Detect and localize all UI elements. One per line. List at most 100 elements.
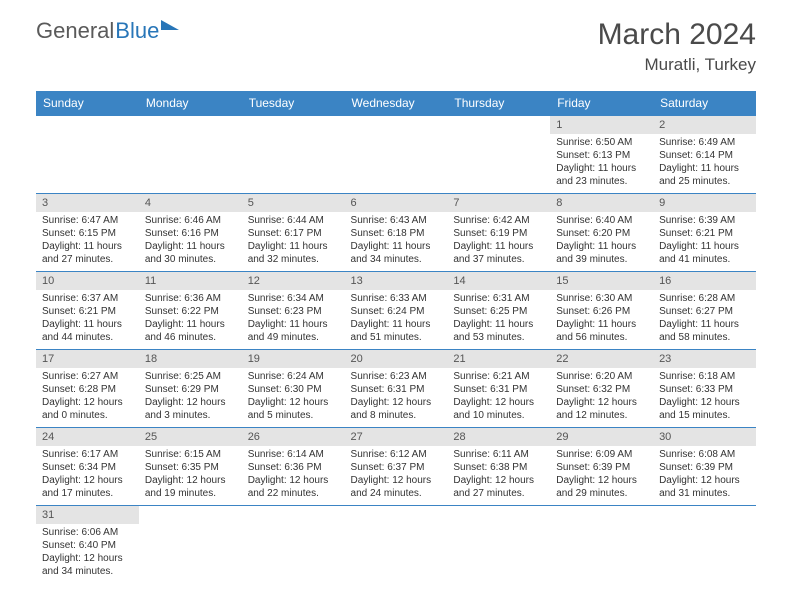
sunrise-text: Sunrise: 6:39 AM <box>659 214 750 227</box>
calendar-cell: 29Sunrise: 6:09 AMSunset: 6:39 PMDayligh… <box>550 428 653 506</box>
daylight-text: Daylight: 12 hours and 19 minutes. <box>145 474 236 500</box>
day-number: 7 <box>447 194 550 212</box>
sunset-text: Sunset: 6:21 PM <box>659 227 750 240</box>
day-number: 25 <box>139 428 242 446</box>
day-number <box>345 116 448 120</box>
sunset-text: Sunset: 6:18 PM <box>351 227 442 240</box>
day-number: 8 <box>550 194 653 212</box>
day-header: Tuesday <box>242 91 345 116</box>
sunrise-text: Sunrise: 6:12 AM <box>351 448 442 461</box>
day-number <box>447 116 550 120</box>
calendar-week: 31Sunrise: 6:06 AMSunset: 6:40 PMDayligh… <box>36 506 756 584</box>
sunrise-text: Sunrise: 6:08 AM <box>659 448 750 461</box>
day-number: 12 <box>242 272 345 290</box>
day-body: Sunrise: 6:33 AMSunset: 6:24 PMDaylight:… <box>345 290 448 348</box>
sunset-text: Sunset: 6:24 PM <box>351 305 442 318</box>
sunrise-text: Sunrise: 6:37 AM <box>42 292 133 305</box>
sunset-text: Sunset: 6:33 PM <box>659 383 750 396</box>
sunrise-text: Sunrise: 6:49 AM <box>659 136 750 149</box>
day-body: Sunrise: 6:17 AMSunset: 6:34 PMDaylight:… <box>36 446 139 504</box>
day-body: Sunrise: 6:34 AMSunset: 6:23 PMDaylight:… <box>242 290 345 348</box>
day-number: 18 <box>139 350 242 368</box>
sunset-text: Sunset: 6:21 PM <box>42 305 133 318</box>
sunrise-text: Sunrise: 6:36 AM <box>145 292 236 305</box>
day-number: 10 <box>36 272 139 290</box>
day-number: 21 <box>447 350 550 368</box>
sunset-text: Sunset: 6:36 PM <box>248 461 339 474</box>
day-number: 9 <box>653 194 756 212</box>
calendar-week: 3Sunrise: 6:47 AMSunset: 6:15 PMDaylight… <box>36 194 756 272</box>
sunrise-text: Sunrise: 6:11 AM <box>453 448 544 461</box>
calendar-cell: 22Sunrise: 6:20 AMSunset: 6:32 PMDayligh… <box>550 350 653 428</box>
calendar-cell <box>242 116 345 194</box>
calendar-cell: 21Sunrise: 6:21 AMSunset: 6:31 PMDayligh… <box>447 350 550 428</box>
day-body: Sunrise: 6:08 AMSunset: 6:39 PMDaylight:… <box>653 446 756 504</box>
calendar-cell: 19Sunrise: 6:24 AMSunset: 6:30 PMDayligh… <box>242 350 345 428</box>
day-body: Sunrise: 6:18 AMSunset: 6:33 PMDaylight:… <box>653 368 756 426</box>
day-header: Friday <box>550 91 653 116</box>
day-body: Sunrise: 6:14 AMSunset: 6:36 PMDaylight:… <box>242 446 345 504</box>
sunset-text: Sunset: 6:20 PM <box>556 227 647 240</box>
day-number: 23 <box>653 350 756 368</box>
sunrise-text: Sunrise: 6:28 AM <box>659 292 750 305</box>
sunset-text: Sunset: 6:38 PM <box>453 461 544 474</box>
day-number: 6 <box>345 194 448 212</box>
calendar-cell <box>242 506 345 584</box>
sunset-text: Sunset: 6:26 PM <box>556 305 647 318</box>
calendar-cell: 20Sunrise: 6:23 AMSunset: 6:31 PMDayligh… <box>345 350 448 428</box>
day-body: Sunrise: 6:43 AMSunset: 6:18 PMDaylight:… <box>345 212 448 270</box>
day-number: 20 <box>345 350 448 368</box>
daylight-text: Daylight: 11 hours and 39 minutes. <box>556 240 647 266</box>
daylight-text: Daylight: 12 hours and 27 minutes. <box>453 474 544 500</box>
location-label: Muratli, Turkey <box>598 55 756 75</box>
calendar-cell: 28Sunrise: 6:11 AMSunset: 6:38 PMDayligh… <box>447 428 550 506</box>
day-body: Sunrise: 6:42 AMSunset: 6:19 PMDaylight:… <box>447 212 550 270</box>
sunset-text: Sunset: 6:16 PM <box>145 227 236 240</box>
day-number: 27 <box>345 428 448 446</box>
sunrise-text: Sunrise: 6:46 AM <box>145 214 236 227</box>
day-body: Sunrise: 6:50 AMSunset: 6:13 PMDaylight:… <box>550 134 653 192</box>
daylight-text: Daylight: 12 hours and 17 minutes. <box>42 474 133 500</box>
day-number: 31 <box>36 506 139 524</box>
calendar-cell: 18Sunrise: 6:25 AMSunset: 6:29 PMDayligh… <box>139 350 242 428</box>
daylight-text: Daylight: 12 hours and 8 minutes. <box>351 396 442 422</box>
daylight-text: Daylight: 11 hours and 58 minutes. <box>659 318 750 344</box>
sunrise-text: Sunrise: 6:44 AM <box>248 214 339 227</box>
sunrise-text: Sunrise: 6:30 AM <box>556 292 647 305</box>
calendar-cell: 3Sunrise: 6:47 AMSunset: 6:15 PMDaylight… <box>36 194 139 272</box>
day-body: Sunrise: 6:44 AMSunset: 6:17 PMDaylight:… <box>242 212 345 270</box>
calendar-cell <box>447 116 550 194</box>
calendar-cell <box>139 506 242 584</box>
daylight-text: Daylight: 12 hours and 10 minutes. <box>453 396 544 422</box>
daylight-text: Daylight: 11 hours and 30 minutes. <box>145 240 236 266</box>
daylight-text: Daylight: 12 hours and 22 minutes. <box>248 474 339 500</box>
day-header: Saturday <box>653 91 756 116</box>
day-body: Sunrise: 6:21 AMSunset: 6:31 PMDaylight:… <box>447 368 550 426</box>
sunset-text: Sunset: 6:30 PM <box>248 383 339 396</box>
calendar-cell: 16Sunrise: 6:28 AMSunset: 6:27 PMDayligh… <box>653 272 756 350</box>
calendar-cell <box>139 116 242 194</box>
day-number: 2 <box>653 116 756 134</box>
sunset-text: Sunset: 6:37 PM <box>351 461 442 474</box>
day-number: 26 <box>242 428 345 446</box>
day-header: Wednesday <box>345 91 448 116</box>
day-number <box>242 116 345 120</box>
sunrise-text: Sunrise: 6:18 AM <box>659 370 750 383</box>
day-number <box>345 506 448 510</box>
day-body: Sunrise: 6:15 AMSunset: 6:35 PMDaylight:… <box>139 446 242 504</box>
day-number <box>550 506 653 510</box>
sunrise-text: Sunrise: 6:40 AM <box>556 214 647 227</box>
logo-text-2: Blue <box>115 18 159 44</box>
day-header: Sunday <box>36 91 139 116</box>
sunrise-text: Sunrise: 6:50 AM <box>556 136 647 149</box>
calendar-cell: 30Sunrise: 6:08 AMSunset: 6:39 PMDayligh… <box>653 428 756 506</box>
day-body: Sunrise: 6:27 AMSunset: 6:28 PMDaylight:… <box>36 368 139 426</box>
daylight-text: Daylight: 12 hours and 29 minutes. <box>556 474 647 500</box>
day-number: 1 <box>550 116 653 134</box>
daylight-text: Daylight: 11 hours and 49 minutes. <box>248 318 339 344</box>
day-body: Sunrise: 6:39 AMSunset: 6:21 PMDaylight:… <box>653 212 756 270</box>
daylight-text: Daylight: 11 hours and 41 minutes. <box>659 240 750 266</box>
sunset-text: Sunset: 6:39 PM <box>556 461 647 474</box>
day-body: Sunrise: 6:06 AMSunset: 6:40 PMDaylight:… <box>36 524 139 582</box>
sunrise-text: Sunrise: 6:20 AM <box>556 370 647 383</box>
